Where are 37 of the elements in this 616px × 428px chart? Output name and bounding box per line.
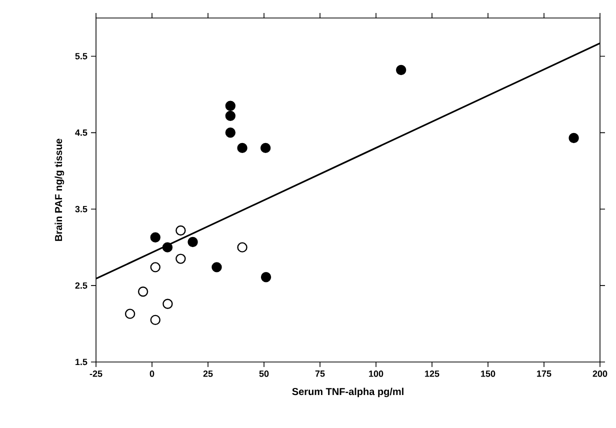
point [176, 225, 186, 236]
point [225, 110, 236, 121]
y-tick-label: 3.5 [75, 206, 88, 212]
x-tick-label: 75 [315, 370, 325, 377]
y-tick-label: 5.5 [75, 53, 88, 60]
point [225, 128, 236, 138]
point [124, 308, 136, 319]
point [260, 272, 272, 282]
point [225, 100, 236, 112]
point [150, 232, 160, 242]
x-tick-label: -25 [90, 370, 102, 377]
x-tick-label: 200 [592, 370, 608, 377]
point [396, 64, 406, 76]
point [176, 254, 186, 264]
point [212, 262, 222, 272]
point [260, 142, 271, 154]
point [162, 298, 173, 309]
x-tick-label: 100 [369, 370, 384, 377]
point [162, 242, 173, 252]
point [150, 314, 160, 326]
x-tick-label: 25 [203, 370, 213, 377]
y-axis-title: Brain PAF ng/g tissue [54, 138, 64, 241]
point [150, 262, 160, 272]
x-tick-label: 50 [259, 370, 269, 377]
point [237, 142, 248, 154]
x-tick-label: 0 [150, 370, 154, 377]
x-tick-label: 175 [537, 370, 552, 377]
point [138, 286, 148, 297]
y-tick-label: 1.5 [76, 358, 88, 366]
point [568, 132, 579, 144]
point [188, 236, 198, 248]
x-tick-label: 125 [425, 370, 440, 377]
x-tick-label: 150 [481, 370, 496, 377]
x-axis-title: Serum TNF-alpha pg/ml [292, 388, 404, 398]
y-tick-label: 4.5 [75, 130, 88, 136]
point [237, 242, 248, 252]
y-tick-label: 2.5 [75, 282, 88, 289]
